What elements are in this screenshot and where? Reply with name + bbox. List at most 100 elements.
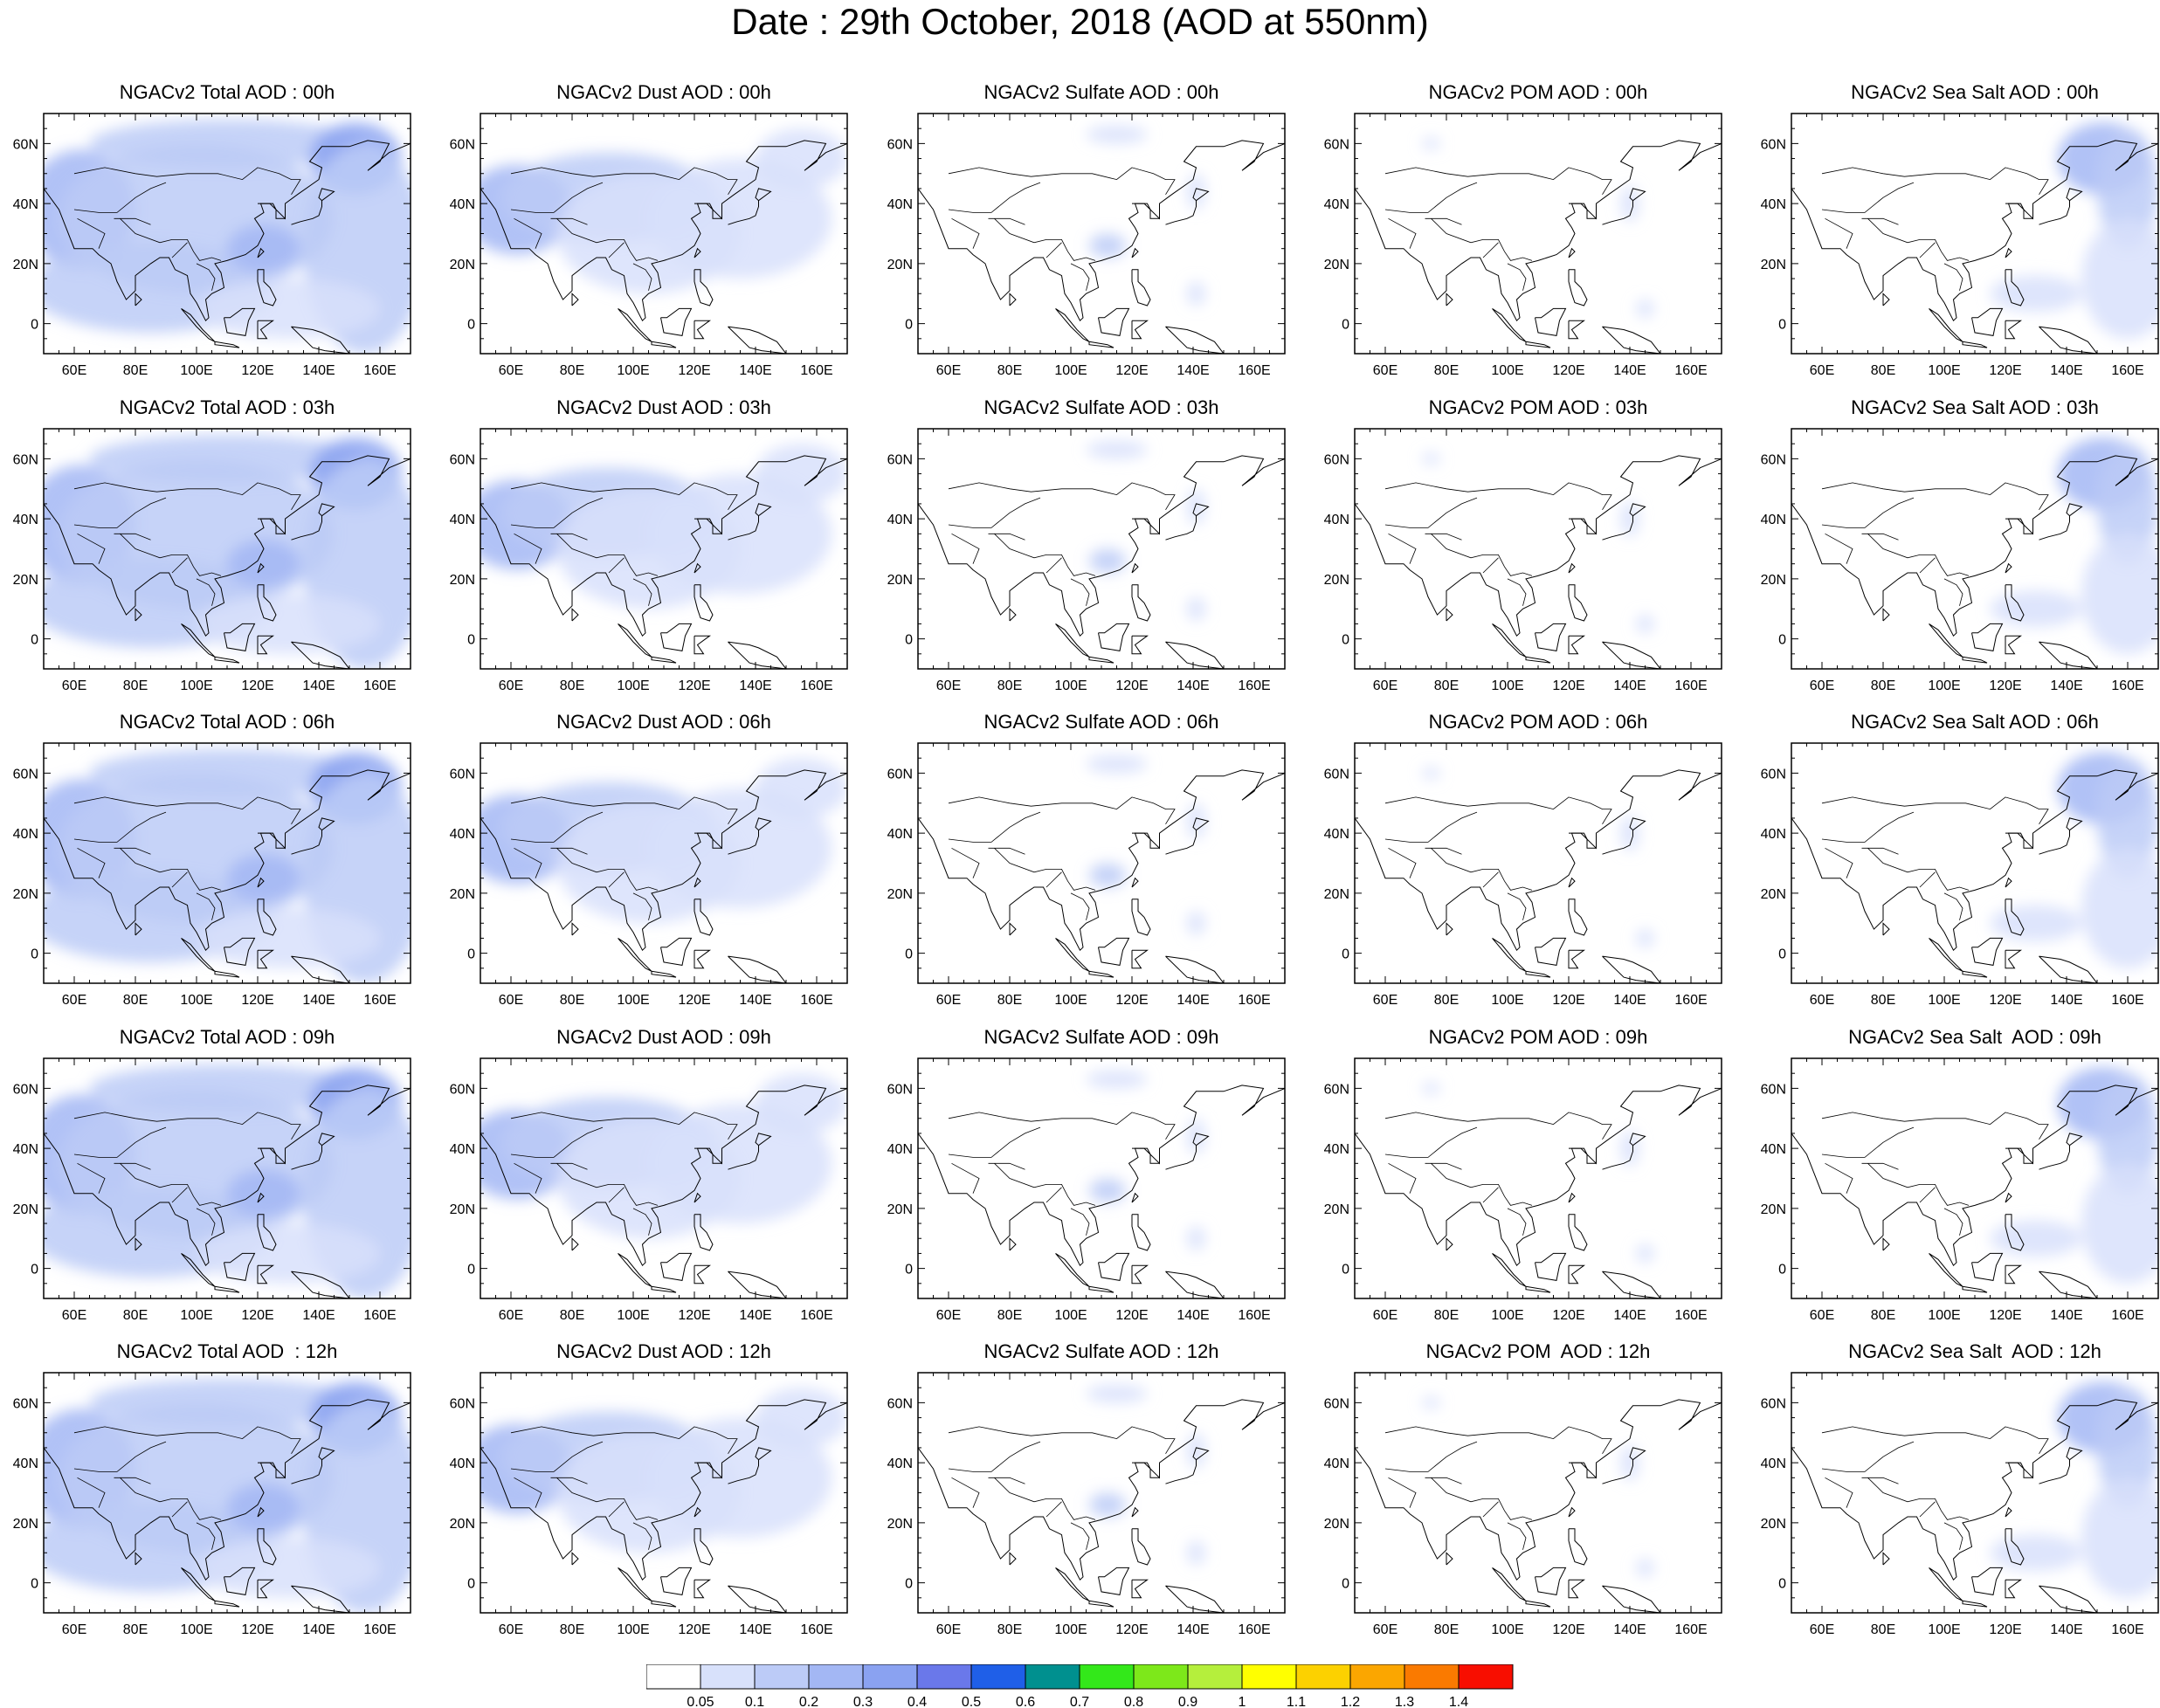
country-border	[73, 811, 167, 843]
lat-tick-label: 20N	[1761, 258, 1786, 272]
lon-tick-label: 120E	[241, 678, 273, 693]
country-border	[988, 1477, 1025, 1484]
map-panel-sulfate-06h: NGACv2 Sulfate AOD : 06h 60N 40N 20N 0 60E 80E…	[879, 710, 1307, 1024]
map-plot: 60N 40N 20N 0 60E 80E 100E 120E 140E 160E	[13, 1372, 411, 1637]
coastline	[651, 1285, 677, 1293]
panel-title: NGACv2 Total AOD : 06h	[119, 711, 335, 733]
panel-title: NGACv2 Sea Salt AOD : 03h	[1851, 396, 2099, 418]
lat-tick-label: 60N	[1761, 767, 1786, 782]
lon-tick-label: 60E	[1373, 1308, 1397, 1323]
lon-tick-label: 160E	[2111, 1622, 2143, 1637]
aod-blob	[1620, 500, 1639, 537]
coastline	[214, 1600, 240, 1608]
lon-tick-label: 100E	[1928, 1308, 1960, 1323]
country-border	[120, 534, 222, 576]
panel-title: NGACv2 Sulfate AOD : 06h	[983, 711, 1219, 733]
lat-tick-label: 20N	[887, 1202, 913, 1217]
coastline	[1131, 320, 1149, 340]
aod-field	[1422, 452, 1654, 633]
lat-tick-label: 0	[31, 633, 38, 648]
lon-tick-label: 160E	[1674, 363, 1707, 378]
lat-tick-label: 0	[467, 947, 475, 962]
coastline	[694, 899, 714, 936]
lon-tick-label: 160E	[800, 993, 832, 1008]
colorbar-label: 0.8	[1124, 1695, 1143, 1708]
lon-tick-label: 80E	[123, 1308, 148, 1323]
lat-tick-label: 20N	[1761, 1517, 1786, 1532]
country-border	[550, 533, 588, 541]
aod-blob	[89, 1064, 365, 1112]
coastline	[1009, 1552, 1017, 1566]
coastline	[1131, 949, 1149, 969]
coastlines	[44, 769, 411, 983]
country-border	[171, 242, 188, 258]
lon-tick-label: 120E	[1552, 1622, 1584, 1637]
coastline	[1131, 1528, 1151, 1566]
coastline	[2005, 584, 2025, 622]
map-plot: 60N 40N 20N 0 60E 80E 100E 120E 140E 160E	[13, 428, 411, 693]
aod-blob	[1187, 281, 1205, 306]
lat-tick-label: 0	[1342, 318, 1349, 333]
coastline	[1165, 641, 1225, 669]
country-border	[1431, 218, 1533, 261]
lon-tick-label: 60E	[499, 1308, 523, 1323]
coastline	[1569, 203, 1597, 219]
lat-tick-label: 40N	[13, 1457, 38, 1471]
lon-tick-label: 60E	[499, 678, 523, 693]
coastline	[1602, 817, 1646, 855]
coastline	[1165, 1271, 1225, 1298]
lat-tick-label: 60N	[1324, 767, 1349, 782]
coastline	[2039, 641, 2098, 669]
lon-tick-label: 60E	[1373, 678, 1397, 693]
coastline	[291, 326, 350, 354]
lon-tick-label: 80E	[123, 363, 148, 378]
panel-title: NGACv2 Total AOD : 03h	[119, 396, 335, 418]
lat-tick-label: 0	[467, 1263, 475, 1278]
lat-tick-label: 60N	[450, 1396, 475, 1411]
coastline	[1568, 949, 1586, 969]
coastline	[1525, 970, 1551, 978]
aod-blob	[89, 119, 365, 168]
country-border	[514, 1477, 542, 1508]
lon-tick-label: 160E	[1674, 993, 1707, 1008]
lon-tick-label: 120E	[678, 1622, 710, 1637]
aod-blob	[756, 444, 847, 504]
coastline	[1098, 307, 1130, 336]
coastline	[1568, 1192, 1576, 1203]
country-border	[77, 1477, 106, 1508]
coastline	[224, 937, 256, 966]
map-panel-sulfate-09h: NGACv2 Sulfate AOD : 09h 60N 40N 20N 0 60E 80E…	[879, 1025, 1307, 1340]
country-border	[120, 218, 222, 261]
map-panel-dust-03h: NGACv2 Dust AOD : 03h 60N 40N 20N 0 60E 80E 100…	[441, 396, 869, 710]
lat-tick-label: 60N	[450, 767, 475, 782]
map-panel-sea-salt-12h: NGACv2 Sea Salt AOD : 12h 60N 40N 20N 0 60E 80…	[1752, 1340, 2160, 1654]
country-border	[73, 182, 167, 213]
coastline	[1165, 955, 1225, 983]
coastline	[224, 623, 256, 651]
map-plot: 60N 40N 20N 0 60E 80E 100E 120E 140E 160E	[13, 742, 411, 1008]
lat-tick-label: 40N	[1324, 1142, 1349, 1157]
map-panel-sea-salt-09h: NGACv2 Sea Salt AOD : 09h 60N 40N 20N 0 60E 80…	[1752, 1025, 2160, 1340]
country-border	[1821, 482, 2049, 511]
country-border	[1384, 1441, 1478, 1472]
lon-tick-label: 80E	[1871, 993, 1895, 1008]
coastline	[291, 1447, 335, 1484]
lat-tick-label: 40N	[13, 1142, 38, 1157]
country-border	[1384, 1426, 1612, 1455]
country-border	[77, 1162, 106, 1194]
aod-field	[1990, 1067, 2158, 1284]
coastline	[257, 269, 277, 306]
map-panel-pom-06h: NGACv2 POM AOD : 06h 60N 40N 20N 0 60E 80E 100E…	[1315, 710, 1743, 1024]
panel-title: NGACv2 Sulfate AOD : 12h	[983, 1340, 1219, 1362]
aod-field	[44, 1378, 411, 1613]
country-border	[196, 892, 216, 920]
country-border	[1384, 482, 1612, 511]
aod-field	[1422, 1396, 1654, 1577]
coastlines	[44, 1399, 411, 1613]
coastline	[257, 635, 275, 655]
coastline	[1568, 1214, 1588, 1251]
lon-tick-label: 140E	[302, 1622, 335, 1637]
coastline	[1962, 656, 1988, 664]
map-panel-dust-00h: NGACv2 Dust AOD : 00h 60N 40N 20N 0 60E 80E 100…	[441, 80, 869, 395]
coastlines	[480, 1085, 847, 1298]
